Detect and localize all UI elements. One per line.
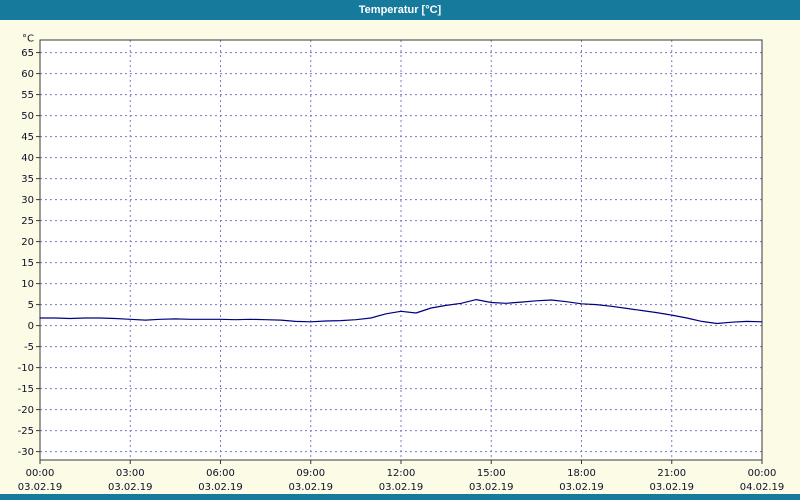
svg-text:40: 40 — [21, 153, 34, 164]
svg-text:0: 0 — [28, 321, 34, 332]
svg-text:55: 55 — [21, 90, 34, 101]
svg-text:03.02.19: 03.02.19 — [379, 482, 424, 493]
svg-text:5: 5 — [28, 300, 34, 311]
svg-text:-25: -25 — [18, 426, 34, 437]
svg-text:°C: °C — [22, 34, 34, 45]
svg-text:03.02.19: 03.02.19 — [288, 482, 333, 493]
svg-text:03:00: 03:00 — [116, 468, 145, 479]
temperature-line-chart: 65605550454035302520151050-5-10-15-20-25… — [18, 34, 785, 493]
chart-area: 65 60 55 50 45 40 35 30 25 20 15 10 5 0 -5 -10 -15 -20 -25… — [0, 20, 800, 494]
svg-text:03.02.19: 03.02.19 — [649, 482, 694, 493]
svg-text:03.02.19: 03.02.19 — [198, 482, 243, 493]
svg-text:00:00: 00:00 — [26, 468, 55, 479]
svg-text:45: 45 — [21, 132, 34, 143]
svg-text:06:00: 06:00 — [206, 468, 235, 479]
svg-text:60: 60 — [21, 69, 34, 80]
svg-text:04.02.19: 04.02.19 — [740, 482, 785, 493]
svg-text:-30: -30 — [18, 447, 34, 458]
svg-text:18:00: 18:00 — [567, 468, 596, 479]
svg-text:03.02.19: 03.02.19 — [469, 482, 514, 493]
svg-text:-10: -10 — [18, 363, 34, 374]
svg-text:15: 15 — [21, 258, 34, 269]
svg-text:65: 65 — [21, 48, 34, 59]
svg-text:00:00: 00:00 — [748, 468, 777, 479]
svg-text:09:00: 09:00 — [296, 468, 325, 479]
svg-text:15:00: 15:00 — [477, 468, 506, 479]
window-title: Temperatur [°C] — [358, 4, 442, 16]
window-bottom-strip — [0, 494, 800, 500]
svg-text:25: 25 — [21, 216, 34, 227]
svg-text:-15: -15 — [18, 384, 34, 395]
svg-text:10: 10 — [21, 279, 34, 290]
svg-text:12:00: 12:00 — [387, 468, 416, 479]
svg-text:03.02.19: 03.02.19 — [559, 482, 604, 493]
svg-text:21:00: 21:00 — [657, 468, 686, 479]
svg-text:03.02.19: 03.02.19 — [108, 482, 153, 493]
svg-text:30: 30 — [21, 195, 34, 206]
window-title-bar[interactable]: Temperatur [°C] — [0, 0, 800, 20]
svg-text:50: 50 — [21, 111, 34, 122]
svg-text:-5: -5 — [24, 342, 34, 353]
svg-text:-20: -20 — [18, 405, 34, 416]
svg-text:03.02.19: 03.02.19 — [18, 482, 63, 493]
svg-text:35: 35 — [21, 174, 34, 185]
svg-text:20: 20 — [21, 237, 34, 248]
